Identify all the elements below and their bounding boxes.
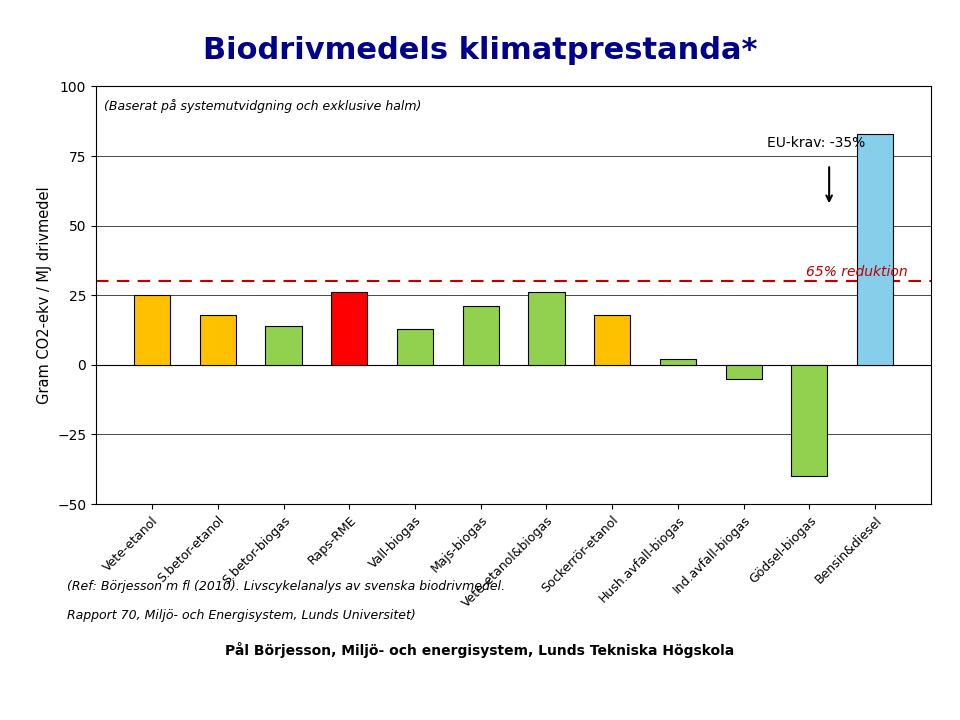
Text: (Baserat på systemutvidgning och exklusive halm): (Baserat på systemutvidgning och exklusi… (105, 99, 421, 113)
Text: Biodrivmedels klimatprestanda*: Biodrivmedels klimatprestanda* (203, 36, 757, 65)
Text: Rapport 70, Miljö- och Energisystem, Lunds Universitet): Rapport 70, Miljö- och Energisystem, Lun… (67, 609, 416, 622)
Bar (528, 292, 564, 365)
Text: EU-krav: -35%: EU-krav: -35% (767, 136, 865, 150)
Bar (726, 365, 762, 379)
Bar (660, 359, 696, 365)
Text: 65% reduktion: 65% reduktion (806, 265, 908, 279)
Bar (594, 315, 631, 365)
Text: (Ref: Börjesson m fl (2010). Livscykelanalys av svenska biodrivmedel.: (Ref: Börjesson m fl (2010). Livscykelan… (67, 580, 505, 593)
Bar (265, 326, 301, 365)
Bar (331, 292, 368, 365)
Bar (134, 295, 170, 365)
Bar (791, 365, 828, 476)
Bar (396, 328, 433, 365)
Bar (463, 306, 499, 365)
Text: Pål Börjesson, Miljö- och energisystem, Lunds Tekniska Högskola: Pål Börjesson, Miljö- och energisystem, … (226, 642, 734, 658)
Y-axis label: Gram CO2-ekv / MJ drivmedel: Gram CO2-ekv / MJ drivmedel (36, 186, 52, 404)
Bar (200, 315, 236, 365)
Bar (857, 134, 893, 365)
